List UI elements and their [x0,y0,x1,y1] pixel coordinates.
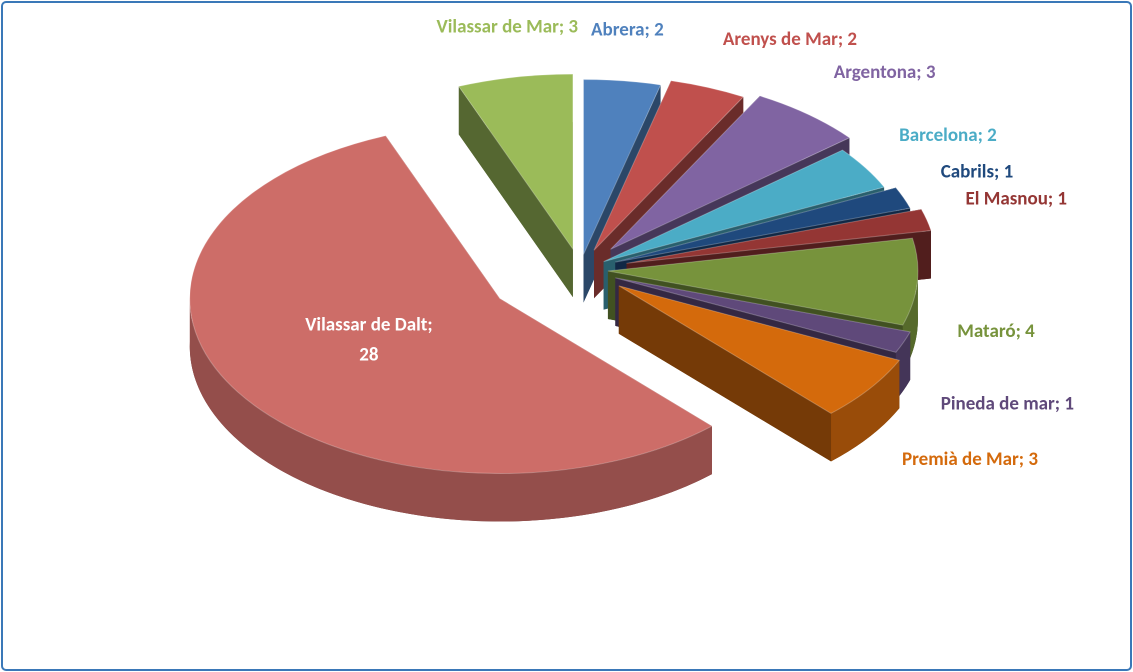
data-label: Barcelona; 2 [899,124,997,147]
slice-top [603,149,886,263]
slice-top [593,80,745,251]
slice-top [189,135,714,475]
data-label: Mataró; 4 [957,320,1035,343]
data-label: El Masnou; 1 [965,187,1067,210]
slice-edge [618,285,832,462]
data-label: Premià de Mar; 3 [902,448,1038,471]
slice-top [615,277,911,353]
data-label: Vilassar de Dalt; 28 [305,313,432,366]
slice-edge [458,86,573,298]
slice-top [607,237,919,326]
slice-top [583,78,662,255]
slice-wall [831,360,900,462]
pie-slice [189,135,714,522]
data-label: Arenys de Mar; 2 [723,28,857,51]
pie-slice [457,73,574,298]
data-label: Abrera; 2 [591,19,664,42]
data-label: Argentona; 3 [834,61,936,84]
data-label: Vilassar de Mar; 3 [437,16,579,39]
slice-top [626,208,932,264]
slice-top [610,95,851,250]
slice-top [615,187,911,263]
slice-wall [189,298,712,522]
data-label: Pineda de mar; 1 [941,393,1074,416]
data-label: Cabrils; 1 [941,161,1013,184]
slice-wall [895,331,911,401]
slice-top [457,73,574,251]
slice-top [618,285,901,414]
pie-slice [618,285,901,462]
